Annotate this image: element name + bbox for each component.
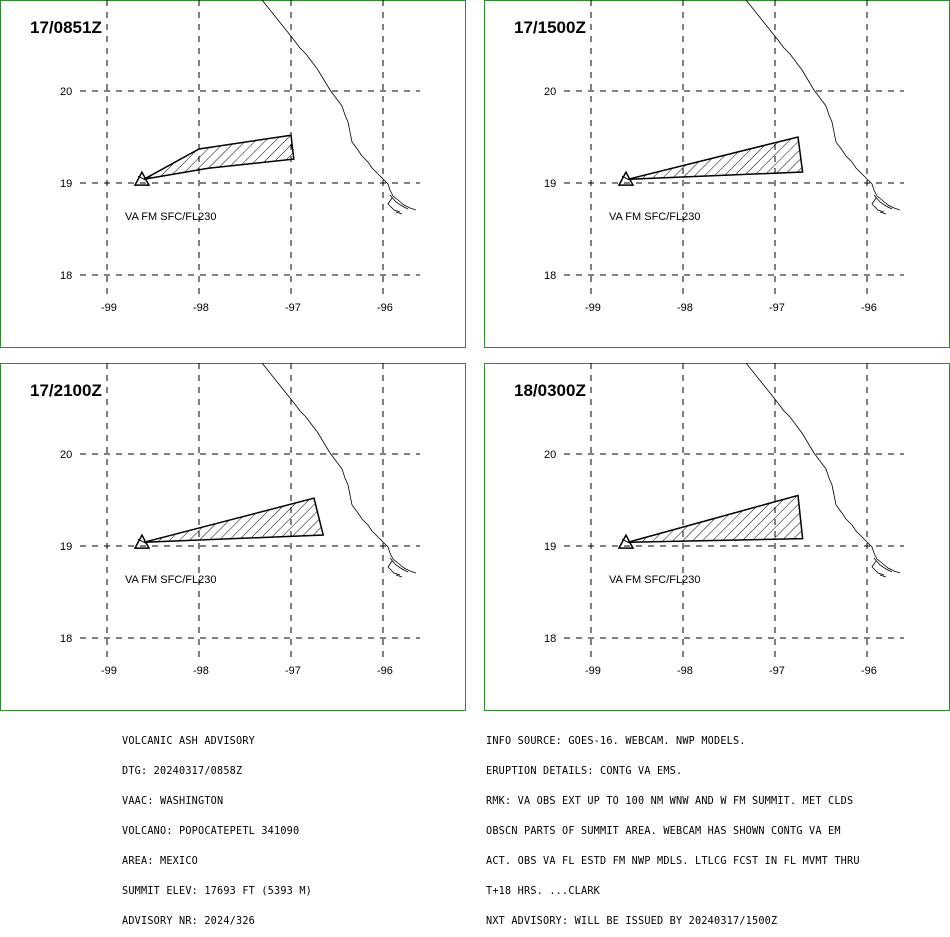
map-panel-2: -99 -98 -97 -96 20 19 18 VA FM SFC/FL230 17/150… [484, 0, 950, 348]
longitude-tick-label: -96 [861, 302, 877, 314]
map-panel-1: -99 -98 -97 -96 20 19 18 VA FM SFC/FL230 17/085… [0, 0, 466, 348]
volcano-icon [617, 170, 635, 186]
volcano-icon-mark [137, 175, 147, 181]
map-panel-4-svg: -99 -98 -97 -96 20 19 18 VA FM SFC/FL230 [484, 363, 950, 711]
coastline [745, 363, 901, 574]
longitude-tick-label: -97 [285, 665, 301, 677]
volcano-icon-mark [137, 538, 147, 544]
latitude-tick-label: 19 [544, 178, 556, 190]
advisory-left-line: VAAC: WASHINGTON [122, 796, 224, 807]
longitude-tick-label: -98 [677, 302, 693, 314]
volcano-icon-mark [621, 538, 631, 544]
advisory-left-block: VOLCANIC ASH ADVISORY DTG: 20240317/0858… [122, 717, 312, 937]
latitude-tick-label: 18 [544, 270, 556, 282]
longitude-tick-label: -99 [585, 665, 601, 677]
longitude-tick-label: -96 [861, 665, 877, 677]
map-panel-2-svg: -99 -98 -97 -96 20 19 18 VA FM SFC/FL230 [484, 0, 950, 348]
latitude-tick-label: 19 [544, 541, 556, 553]
volcano-icon-mark [621, 175, 631, 181]
coastline [261, 363, 417, 574]
longitude-tick-label: -96 [377, 665, 393, 677]
longitude-tick-label: -97 [769, 302, 785, 314]
ash-cloud-area [627, 136, 804, 181]
advisory-right-block: INFO SOURCE: GOES-16. WEBCAM. NWP MODELS… [486, 717, 860, 937]
map-panel-3-svg: -99 -98 -97 -96 20 19 18 VA FM SFC/FL230 [0, 363, 466, 711]
advisory-right-line: ACT. OBS VA FL ESTD FM NWP MDLS. LTLCG F… [486, 856, 860, 867]
longitude-tick-label: -98 [677, 665, 693, 677]
longitude-tick-label: -98 [193, 302, 209, 314]
advisory-left-line: AREA: MEXICO [122, 856, 199, 867]
latitude-tick-label: 20 [60, 86, 72, 98]
advisory-left-line: VOLCANIC ASH ADVISORY [122, 736, 256, 747]
map-panel-4: -99 -98 -97 -96 20 19 18 VA FM SFC/FL230 18/030… [484, 363, 950, 711]
coastline [261, 0, 417, 211]
panel-border [0, 363, 466, 711]
panel-border [0, 0, 466, 348]
volcano-icon [617, 533, 635, 549]
map-panel-1-svg: -99 -98 -97 -96 20 19 18 VA FM SFC/FL230 [0, 0, 466, 348]
advisory-left-line: ADVISORY NR: 2024/326 [122, 916, 256, 927]
latitude-tick-label: 18 [544, 633, 556, 645]
latitude-tick-label: 18 [60, 633, 72, 645]
panel-time-3: 17/2100Z [30, 381, 102, 400]
ash-cloud-area [143, 497, 325, 544]
advisory-right-line: RMK: VA OBS EXT UP TO 100 NM WNW AND W F… [486, 796, 854, 807]
advisory-right-line: INFO SOURCE: GOES-16. WEBCAM. NWP MODELS… [486, 736, 746, 747]
panel-time-1: 17/0851Z [30, 18, 102, 37]
va-level-label: VA FM SFC/FL230 [609, 574, 701, 586]
va-level-label: VA FM SFC/FL230 [125, 211, 217, 223]
advisory-left-line: SUMMIT ELEV: 17693 FT (5393 M) [122, 886, 313, 897]
longitude-tick-label: -97 [285, 302, 301, 314]
coastline-detail [871, 557, 893, 578]
coastline-detail [387, 194, 409, 215]
ash-cloud-area [143, 134, 295, 181]
longitude-tick-label: -99 [101, 302, 117, 314]
advisory-right-line: OBSCN PARTS OF SUMMIT AREA. WEBCAM HAS S… [486, 826, 841, 837]
advisory-left-line: DTG: 20240317/0858Z [122, 766, 243, 777]
map-panel-3: -99 -98 -97 -96 20 19 18 VA FM SFC/FL230 17/210… [0, 363, 466, 711]
latitude-tick-label: 20 [544, 449, 556, 461]
ash-cloud-area [627, 494, 804, 544]
coastline [745, 0, 901, 211]
advisory-right-line: ERUPTION DETAILS: CONTG VA EMS. [486, 766, 683, 777]
coastline-detail [871, 194, 893, 215]
latitude-tick-label: 19 [60, 541, 72, 553]
longitude-tick-label: -96 [377, 302, 393, 314]
latitude-tick-label: 19 [60, 178, 72, 190]
advisory-right-line: T+18 HRS. ...CLARK [486, 886, 601, 897]
panel-time-4: 18/0300Z [514, 381, 586, 400]
va-level-label: VA FM SFC/FL230 [125, 574, 217, 586]
longitude-tick-label: -98 [193, 665, 209, 677]
latitude-tick-label: 20 [60, 449, 72, 461]
latitude-tick-label: 20 [544, 86, 556, 98]
longitude-tick-label: -97 [769, 665, 785, 677]
longitude-tick-label: -99 [101, 665, 117, 677]
va-level-label: VA FM SFC/FL230 [609, 211, 701, 223]
latitude-tick-label: 18 [60, 270, 72, 282]
longitude-tick-label: -99 [585, 302, 601, 314]
volcano-icon [133, 533, 151, 549]
coastline-detail [387, 557, 409, 578]
volcano-icon [133, 170, 151, 186]
panel-time-2: 17/1500Z [514, 18, 586, 37]
advisory-left-line: VOLCANO: POPOCATEPETL 341090 [122, 826, 300, 837]
advisory-right-line: NXT ADVISORY: WILL BE ISSUED BY 20240317… [486, 916, 778, 927]
